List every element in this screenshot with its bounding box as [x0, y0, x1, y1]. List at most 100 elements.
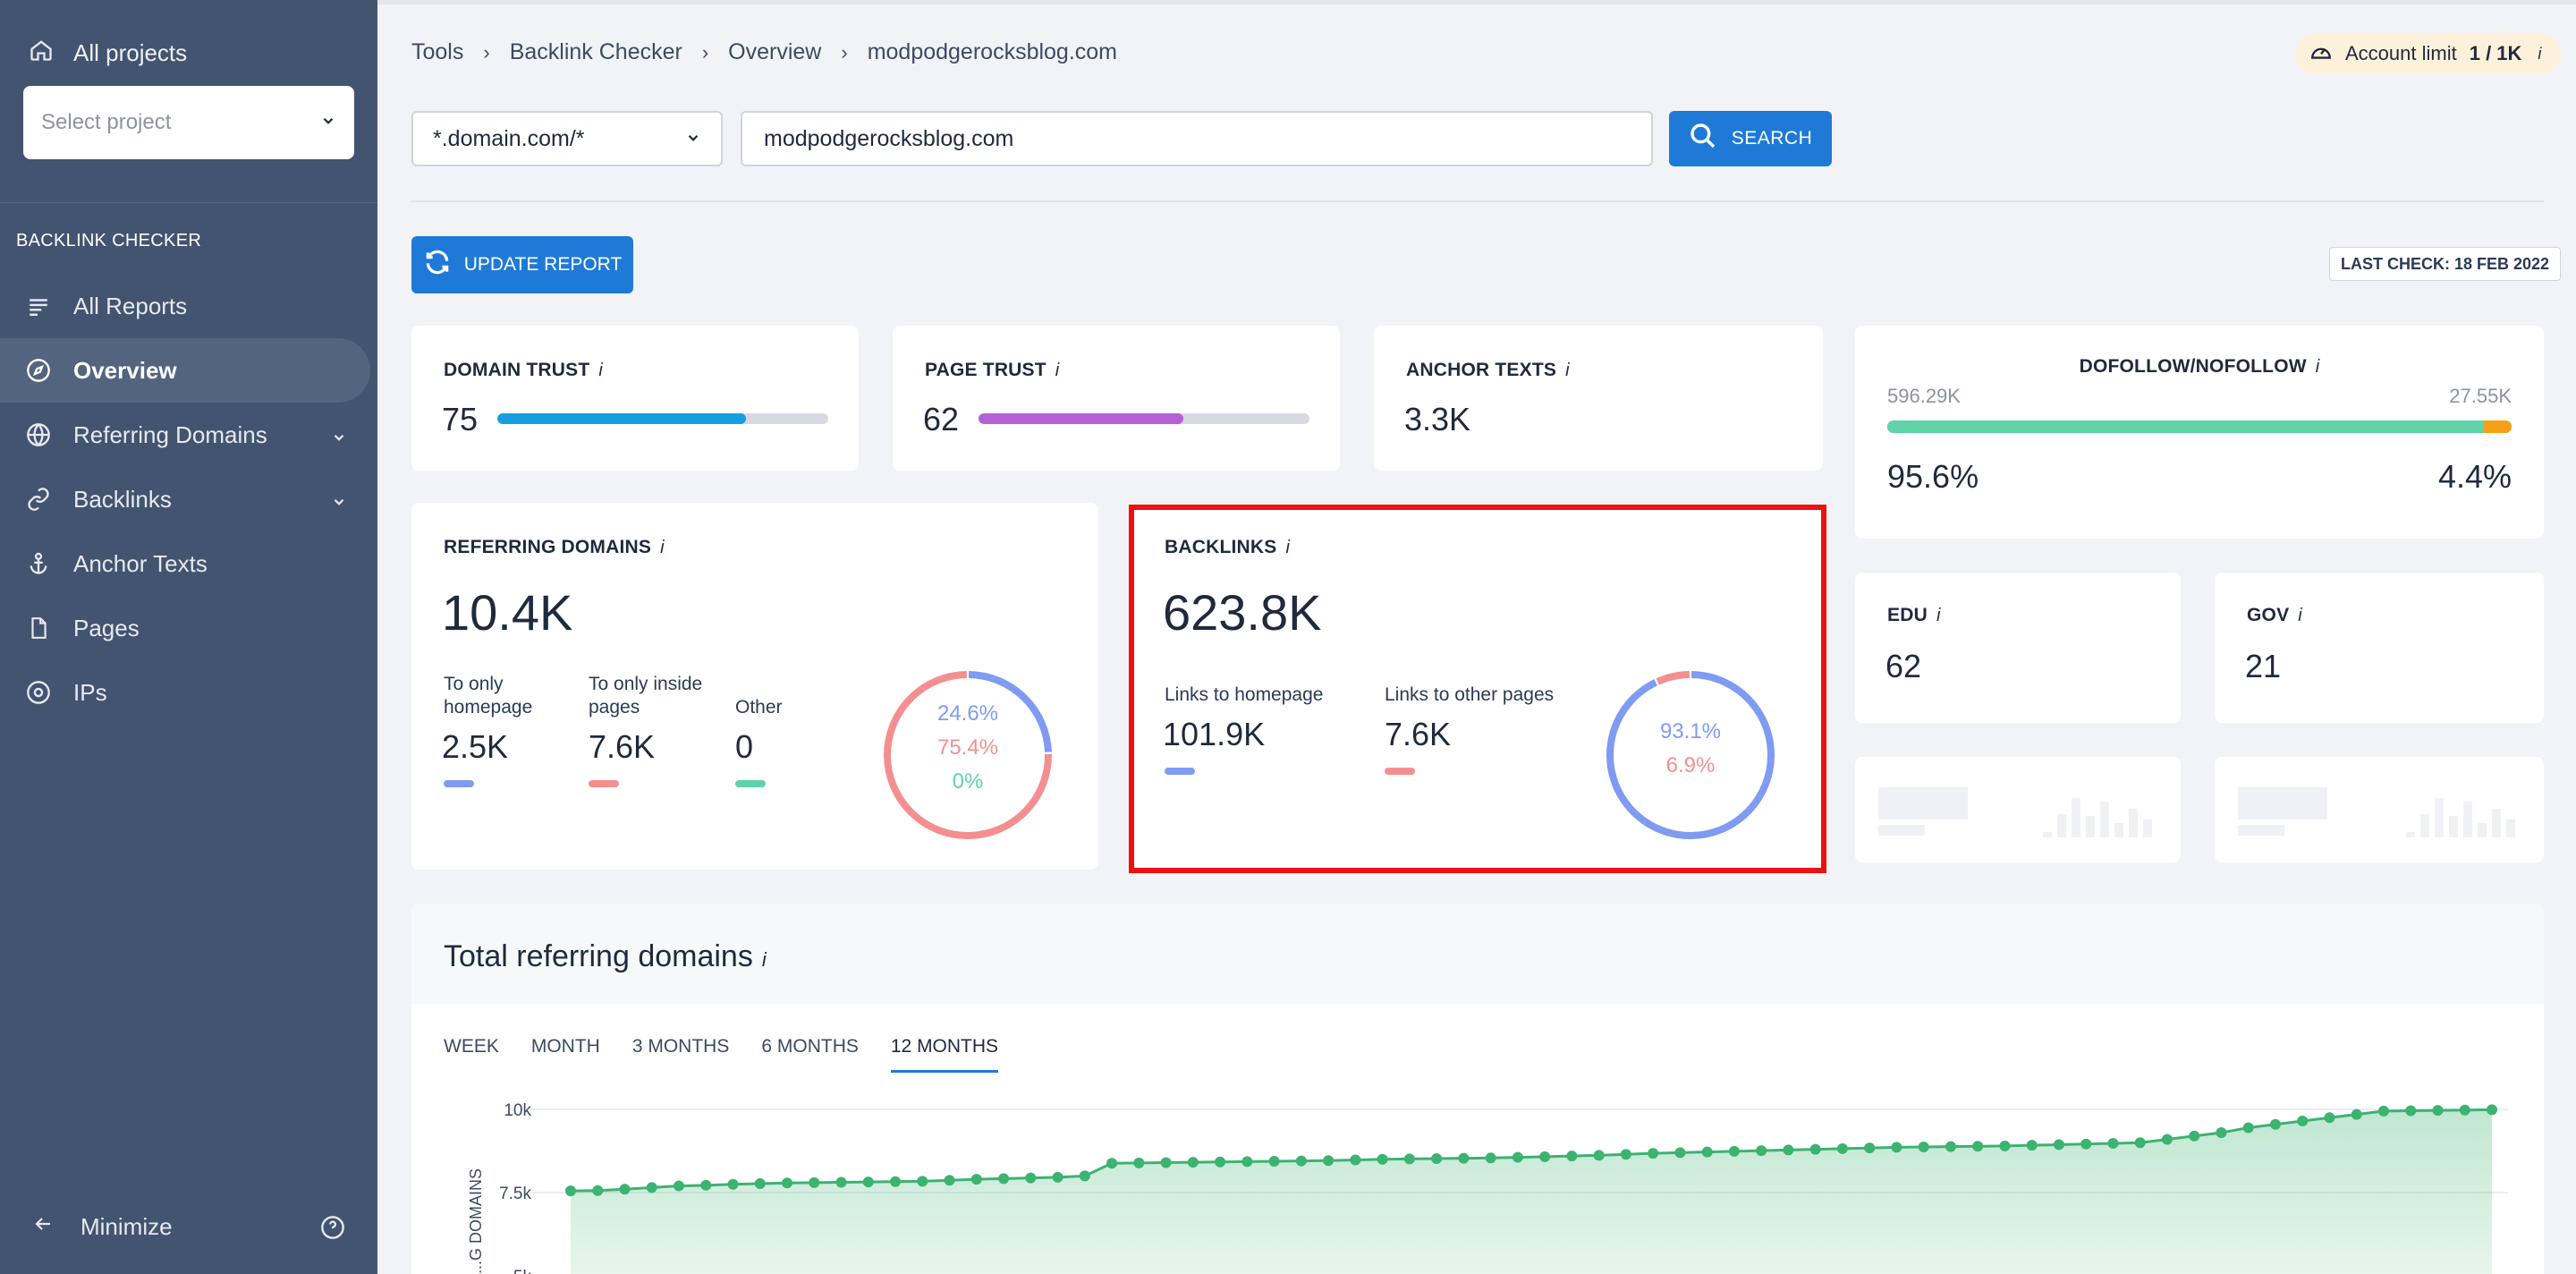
breadcrumb-overview[interactable]: Overview: [728, 39, 822, 64]
trend-point[interactable]: [1701, 1146, 1713, 1158]
trend-point[interactable]: [1458, 1152, 1470, 1164]
trend-point[interactable]: [1566, 1151, 1578, 1162]
info-icon[interactable]: i: [598, 361, 604, 380]
trend-point[interactable]: [970, 1174, 982, 1185]
trend-point[interactable]: [2297, 1116, 2309, 1127]
trend-point[interactable]: [2134, 1137, 2146, 1149]
trend-point[interactable]: [1891, 1142, 1902, 1153]
trend-point[interactable]: [700, 1179, 712, 1191]
tab-12-months[interactable]: 12 MONTHS: [890, 1036, 999, 1073]
trend-point[interactable]: [1106, 1158, 1118, 1169]
trend-point[interactable]: [2216, 1127, 2227, 1139]
tab-3-months[interactable]: 3 MONTHS: [631, 1036, 730, 1057]
trend-point[interactable]: [782, 1177, 793, 1189]
breadcrumb-tools[interactable]: Tools: [411, 39, 464, 64]
breadcrumb-backlink-checker[interactable]: Backlink Checker: [509, 39, 682, 64]
trend-point[interactable]: [1295, 1155, 1307, 1167]
trend-point[interactable]: [1431, 1153, 1443, 1165]
trend-point[interactable]: [1620, 1149, 1631, 1160]
trend-point[interactable]: [835, 1176, 847, 1188]
trend-point[interactable]: [1133, 1157, 1145, 1168]
minimize-button[interactable]: Minimize: [32, 1213, 173, 1241]
trend-point[interactable]: [592, 1185, 604, 1196]
info-icon[interactable]: i: [1936, 606, 1941, 625]
tab-week[interactable]: WEEK: [444, 1036, 499, 1057]
sidebar-item-referring-domains[interactable]: Referring Domains: [0, 403, 377, 467]
sidebar-item-pages[interactable]: Pages: [0, 596, 377, 660]
trend-point[interactable]: [1403, 1153, 1415, 1165]
trend-point[interactable]: [1079, 1170, 1090, 1182]
trend-point[interactable]: [917, 1176, 928, 1187]
sidebar-item-all-reports[interactable]: All Reports: [0, 274, 377, 338]
trend-point[interactable]: [1025, 1172, 1037, 1184]
info-icon[interactable]: i: [660, 538, 665, 557]
trend-point[interactable]: [2161, 1134, 2173, 1145]
trend-point[interactable]: [998, 1173, 1010, 1185]
info-icon[interactable]: i: [2538, 44, 2542, 63]
trend-point[interactable]: [1809, 1143, 1821, 1155]
trend-point[interactable]: [1512, 1151, 1523, 1163]
info-icon[interactable]: i: [1565, 361, 1570, 380]
trend-point[interactable]: [1377, 1153, 1388, 1165]
trend-point[interactable]: [1972, 1141, 1984, 1152]
trend-point[interactable]: [1215, 1156, 1226, 1168]
domain-search-input[interactable]: [741, 111, 1653, 166]
trend-point[interactable]: [2026, 1140, 2038, 1151]
trend-point[interactable]: [1323, 1155, 1335, 1167]
trend-point[interactable]: [890, 1176, 902, 1187]
project-select[interactable]: Select project: [23, 86, 354, 159]
update-report-button[interactable]: UPDATE REPORT: [411, 236, 633, 293]
tab-6-months[interactable]: 6 MONTHS: [761, 1036, 859, 1057]
trend-point[interactable]: [1674, 1147, 1686, 1159]
trend-point[interactable]: [1918, 1142, 1929, 1153]
trend-point[interactable]: [1783, 1144, 1794, 1156]
scope-select[interactable]: *.domain.com/*: [411, 111, 723, 166]
info-icon[interactable]: i: [761, 948, 767, 971]
trend-point[interactable]: [1648, 1148, 1659, 1159]
info-icon[interactable]: i: [1285, 538, 1291, 557]
trend-point[interactable]: [2269, 1118, 2281, 1130]
trend-point[interactable]: [809, 1176, 820, 1188]
sidebar-item-anchor-texts[interactable]: Anchor Texts: [0, 531, 377, 596]
trend-point[interactable]: [2189, 1130, 2200, 1142]
trend-point[interactable]: [2242, 1122, 2254, 1134]
search-button[interactable]: SEARCH: [1669, 111, 1832, 166]
info-icon[interactable]: i: [1055, 361, 1060, 380]
trend-point[interactable]: [2080, 1138, 2092, 1150]
sidebar-item-ips[interactable]: IPs: [0, 660, 377, 725]
trend-point[interactable]: [754, 1177, 766, 1189]
trend-point[interactable]: [2487, 1104, 2497, 1116]
trend-point[interactable]: [619, 1184, 631, 1195]
trend-point[interactable]: [2377, 1105, 2389, 1117]
info-icon[interactable]: i: [2315, 357, 2320, 377]
trend-point[interactable]: [862, 1176, 874, 1188]
tab-month[interactable]: MONTH: [530, 1036, 600, 1057]
trend-point[interactable]: [1539, 1151, 1551, 1162]
trend-point[interactable]: [2459, 1104, 2470, 1116]
trend-point[interactable]: [727, 1178, 739, 1190]
trend-point[interactable]: [2053, 1139, 2064, 1151]
trend-point[interactable]: [1052, 1171, 1063, 1183]
trend-point[interactable]: [1350, 1154, 1361, 1166]
trend-point[interactable]: [2324, 1112, 2335, 1124]
trend-point[interactable]: [646, 1182, 657, 1193]
trend-point[interactable]: [1268, 1156, 1280, 1168]
trend-point[interactable]: [674, 1180, 685, 1192]
trend-point[interactable]: [1728, 1145, 1740, 1157]
trend-point[interactable]: [2107, 1137, 2119, 1149]
trend-point[interactable]: [2432, 1105, 2444, 1117]
trend-point[interactable]: [2405, 1105, 2417, 1117]
trend-point[interactable]: [944, 1175, 955, 1186]
trend-point[interactable]: [1836, 1142, 1848, 1154]
trend-point[interactable]: [565, 1185, 576, 1197]
trend-point[interactable]: [1593, 1150, 1605, 1161]
sidebar-item-overview[interactable]: Overview: [0, 338, 370, 403]
info-icon[interactable]: i: [2298, 606, 2302, 625]
account-limit-badge[interactable]: Account limit 1 / 1K i: [2295, 34, 2562, 73]
trend-point[interactable]: [1999, 1140, 2011, 1151]
sidebar-item-backlinks[interactable]: Backlinks: [0, 467, 377, 531]
trend-point[interactable]: [1864, 1142, 1876, 1154]
trend-point[interactable]: [1945, 1141, 1956, 1152]
trend-point[interactable]: [1187, 1157, 1199, 1168]
all-projects-link[interactable]: All projects: [29, 36, 187, 70]
